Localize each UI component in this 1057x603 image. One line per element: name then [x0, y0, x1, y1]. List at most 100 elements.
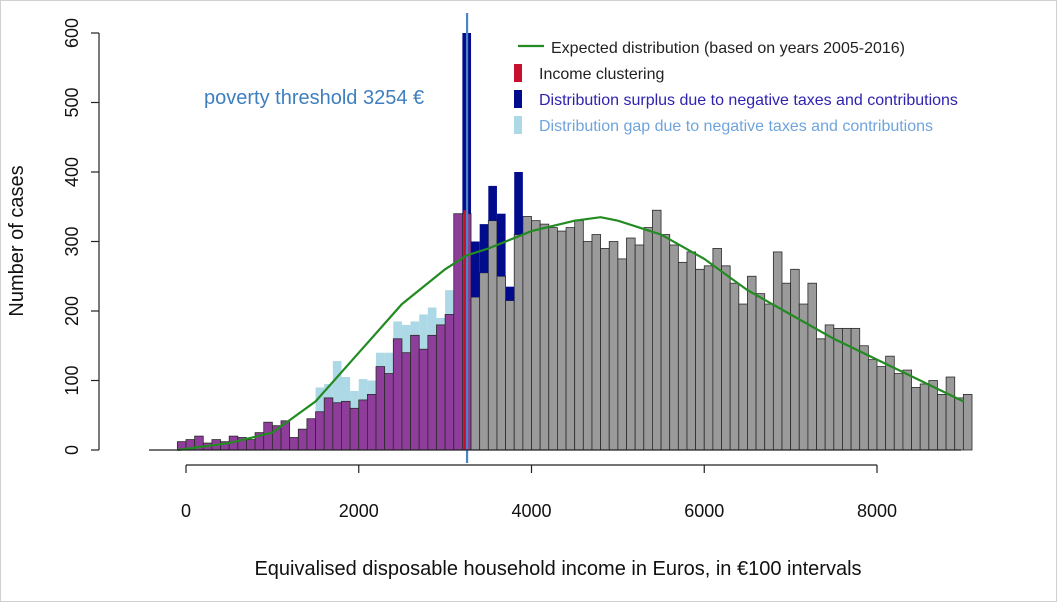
histogram-bar [893, 373, 904, 451]
surplus-bar [496, 213, 506, 277]
y-tick-label: 600 [62, 18, 82, 48]
histogram-bar [315, 411, 325, 451]
histogram-bar [427, 334, 437, 451]
gap-bar [445, 290, 454, 315]
histogram-bar [306, 418, 316, 451]
histogram-bar [608, 241, 619, 451]
gap-bar [367, 380, 377, 395]
gap-bar [436, 317, 446, 325]
gap-bar [427, 307, 437, 336]
gap-bar [315, 387, 325, 412]
surplus-bar [514, 172, 523, 235]
histogram-bar [669, 244, 679, 451]
gap-bar [384, 352, 394, 374]
histogram-bar [919, 383, 930, 451]
histogram-bar [470, 296, 481, 451]
x-tick-label: 6000 [684, 501, 724, 521]
poverty-threshold-label: poverty threshold 3254 € [204, 87, 424, 109]
histogram-bar [945, 376, 956, 451]
legend-box-swatch [514, 116, 522, 134]
histogram-bar [548, 227, 558, 451]
gap-bar [376, 352, 385, 367]
y-tick-label: 500 [62, 87, 82, 117]
income-clustering-bar [463, 210, 469, 450]
x-tick-label: 4000 [511, 501, 551, 521]
legend-item-label: Distribution surplus due to negative tax… [539, 92, 958, 109]
histogram-bar [453, 213, 463, 451]
histogram-bar [539, 223, 550, 451]
legend-item-label: Distribution gap due to negative taxes a… [539, 118, 933, 135]
histogram-bar [660, 234, 671, 451]
legend-item-label: Income clustering [539, 66, 664, 83]
histogram-bar [885, 355, 895, 451]
histogram-bar [513, 234, 524, 451]
x-tick-label: 0 [181, 501, 191, 521]
histogram-bar [410, 334, 420, 451]
histogram-bar [574, 220, 584, 451]
histogram-bar [384, 373, 394, 451]
histogram-bar [772, 251, 783, 451]
gap-bar [419, 314, 428, 350]
surplus-bar [479, 224, 489, 273]
gap-bar [324, 383, 333, 398]
histogram-bar [859, 345, 869, 451]
legend: Expected distribution (based on years 20… [514, 40, 958, 135]
histogram-bar [436, 324, 446, 451]
histogram-bar [591, 234, 602, 451]
overlay-layer [177, 13, 964, 463]
histogram-bar [652, 209, 662, 451]
histogram-bar [617, 258, 627, 451]
y-axis-label: Number of cases [6, 165, 28, 316]
histogram-bar [790, 268, 800, 451]
histogram-bar [392, 338, 403, 451]
gap-bar [401, 324, 411, 353]
histogram-bar [479, 272, 489, 451]
gap-bar [410, 321, 420, 336]
histogram-bar [954, 397, 964, 451]
histogram-bar [798, 303, 809, 451]
y-tick-label: 100 [62, 365, 82, 395]
histogram-bar [721, 265, 731, 451]
histogram-bar [246, 439, 256, 451]
histogram-bar [729, 282, 740, 451]
histogram-bar [289, 437, 299, 451]
histogram-bar [418, 348, 429, 451]
x-tick-label: 2000 [339, 501, 379, 521]
y-tick-label: 300 [62, 226, 82, 256]
histogram-bar [522, 216, 532, 451]
histogram-bar [297, 428, 308, 451]
surplus-bar [488, 185, 497, 221]
legend-item-label: Expected distribution (based on years 20… [551, 40, 905, 57]
histogram-bar [557, 230, 567, 451]
histogram-bar [444, 314, 455, 451]
histogram-bar [867, 359, 878, 451]
histogram-bar [263, 421, 273, 451]
histogram-bar [600, 248, 610, 451]
legend-box-swatch [514, 64, 522, 82]
histogram-bar [962, 393, 973, 451]
histogram-bar [824, 324, 835, 451]
gap-bar [350, 390, 359, 409]
gap-bar [332, 361, 342, 403]
histogram-bar [375, 366, 386, 451]
expected-distribution-line [177, 216, 964, 452]
histogram-bar [695, 268, 705, 451]
histogram-bar [937, 393, 947, 451]
histogram-bar [323, 397, 334, 451]
surplus-bar [471, 241, 480, 298]
histogram-bar [582, 241, 593, 451]
histogram-bar [764, 303, 774, 451]
histogram-bar [349, 407, 360, 451]
histogram-bar [833, 327, 843, 451]
surplus-bar [505, 286, 515, 301]
x-tick-label: 8000 [857, 501, 897, 521]
y-tick-label: 0 [62, 445, 82, 455]
histogram-bar [401, 352, 411, 451]
histogram-bar [928, 380, 938, 451]
histogram-bar [816, 338, 826, 451]
bars-layer [176, 33, 973, 451]
histogram-bar [366, 393, 377, 451]
histogram-bar [755, 293, 766, 451]
